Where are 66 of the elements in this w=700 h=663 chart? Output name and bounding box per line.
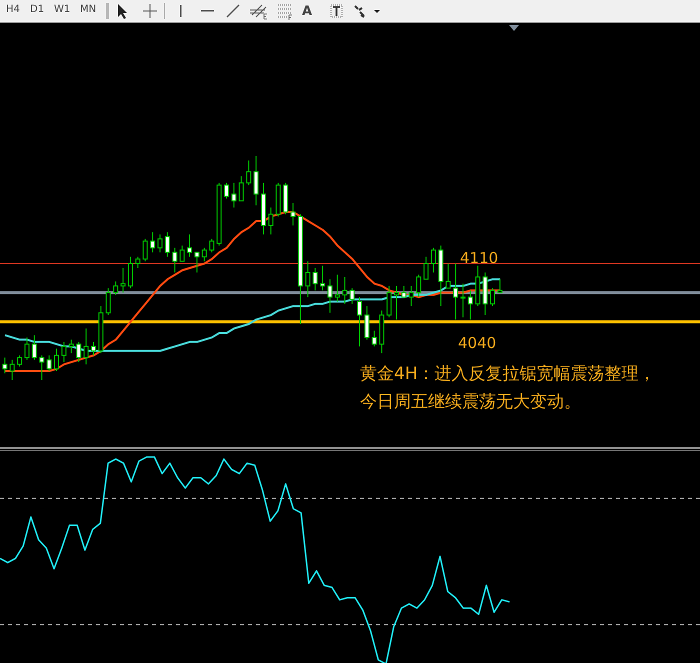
candlestick: [32, 334, 37, 360]
candlestick: [61, 341, 66, 363]
candlestick: [187, 234, 192, 258]
candlestick: [46, 354, 52, 372]
candlestick: [468, 290, 473, 320]
annotation: 4040: [458, 333, 498, 354]
candlestick: [17, 354, 22, 368]
candlestick: [246, 160, 252, 186]
candlestick: [120, 268, 126, 294]
candlestick: [164, 232, 170, 258]
candlestick: [312, 268, 318, 291]
candlestick: [416, 274, 422, 298]
candlestick: [386, 285, 392, 318]
candlestick: [128, 256, 133, 289]
text: MN: [80, 4, 96, 15]
candlestick: [157, 234, 162, 253]
candlestick: [90, 341, 96, 356]
candlestick: [460, 283, 466, 318]
candlestick: [172, 247, 178, 273]
candlestick: [202, 247, 207, 262]
text: W1: [54, 4, 70, 15]
candlestick: [424, 256, 429, 280]
candlestick: [320, 265, 326, 291]
candlestick: [497, 278, 502, 294]
candlestick: [408, 285, 414, 307]
candlestick: [394, 285, 399, 320]
candlestick: [453, 263, 458, 320]
candlestick: [254, 156, 259, 206]
candlestick: [238, 176, 244, 202]
candlestick: [84, 328, 89, 365]
text: D1: [30, 4, 44, 15]
candlestick: [142, 238, 148, 262]
candlestick: [2, 357, 8, 374]
candlestick: [10, 359, 15, 380]
annotation: 黄金4H：进入反复拉锯宽幅震荡整理，今日周五继续震荡无大变动。: [360, 363, 657, 414]
candlestick: [231, 182, 236, 208]
candlestick: [446, 263, 451, 289]
candlestick: [334, 274, 340, 302]
candlestick: [180, 245, 185, 262]
candlestick: [150, 232, 156, 253]
candlestick: [209, 238, 214, 253]
candlestick: [68, 339, 74, 354]
candlestick: [305, 260, 310, 298]
candlestick: [342, 276, 348, 304]
candlestick: [372, 330, 377, 347]
candlestick: [39, 354, 44, 380]
candlestick: [24, 336, 30, 360]
candlestick: [76, 341, 82, 363]
candlestick: [113, 280, 118, 296]
candlestick: [106, 288, 111, 316]
candlestick: [54, 348, 60, 372]
candlestick: [401, 285, 406, 298]
text: A: [302, 4, 312, 19]
candlestick: [490, 288, 496, 307]
annotation: 4110: [460, 248, 500, 269]
candlestick: [290, 202, 296, 226]
candlestick: [194, 252, 200, 273]
candlestick: [268, 207, 274, 235]
candlestick: [224, 182, 230, 200]
candlestick: [327, 278, 332, 314]
candlestick: [357, 296, 362, 347]
candlestick: [135, 256, 140, 268]
candlestick: [430, 247, 436, 273]
candlestick: [364, 306, 370, 340]
candlestick: [350, 288, 355, 304]
text: H4: [6, 4, 20, 15]
